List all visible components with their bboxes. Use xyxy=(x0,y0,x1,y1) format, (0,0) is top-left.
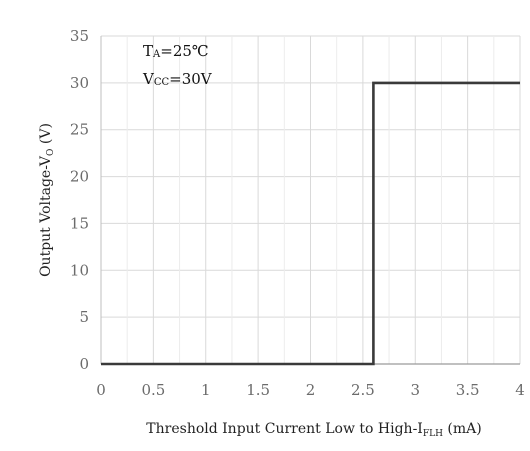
annotation-vcc: VCC=30V xyxy=(142,70,213,88)
x-tick-label: 2 xyxy=(306,381,316,399)
series-line xyxy=(101,81,520,366)
x-tick-label: 1.5 xyxy=(246,381,270,399)
x-tick-label: 1 xyxy=(201,381,211,399)
x-tick-label: 0 xyxy=(96,381,106,399)
annotation-ta: TA=25℃ xyxy=(143,42,209,60)
tick-labels: 0 5 10 15 20 25 30 35 0 0.5 1 1.5 2 2.5 3 3.5 4 xyxy=(70,27,525,399)
y-tick-label: 35 xyxy=(70,27,89,45)
y-tick-label: 30 xyxy=(70,74,89,92)
x-tick-label: 4 xyxy=(515,381,525,399)
x-tick-label: 3.5 xyxy=(456,381,480,399)
y-tick-label: 25 xyxy=(70,121,89,139)
y-tick-label: 0 xyxy=(79,355,89,373)
y-tick-label: 20 xyxy=(70,168,89,186)
y-tick-label: 15 xyxy=(70,214,89,232)
x-tick-label: 0.5 xyxy=(141,381,165,399)
x-axis-title: Threshold Input Current Low to High-IFLH… xyxy=(146,421,481,439)
y-tick-label: 5 xyxy=(79,308,89,326)
y-axis-title: Output Voltage-VO (V) xyxy=(38,123,56,277)
grid xyxy=(101,35,521,364)
x-tick-label: 2.5 xyxy=(351,381,375,399)
y-tick-label: 10 xyxy=(70,261,89,279)
series-layer xyxy=(101,81,520,366)
x-tick-label: 3 xyxy=(410,381,420,399)
